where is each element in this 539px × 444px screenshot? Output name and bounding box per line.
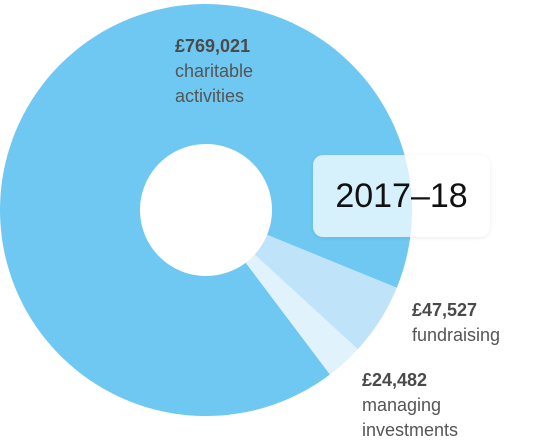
donut-slice — [254, 234, 397, 350]
donut-slice — [245, 254, 358, 375]
category-label: charitable activities — [175, 61, 254, 106]
category-label: fundraising — [412, 325, 501, 345]
value-label: £24,482 — [362, 370, 428, 390]
donut-slice — [0, 4, 412, 416]
slice-label: £769,021 charitable activities — [175, 34, 305, 109]
value-label: £47,527 — [412, 300, 478, 320]
slice-label: £47,527 fundraising — [412, 298, 532, 348]
chart-title: 2017–18 — [313, 155, 490, 237]
category-label: managing investments — [362, 395, 459, 440]
value-label: £769,021 — [175, 36, 251, 56]
slice-label: £24,482 managing investments — [362, 368, 472, 443]
